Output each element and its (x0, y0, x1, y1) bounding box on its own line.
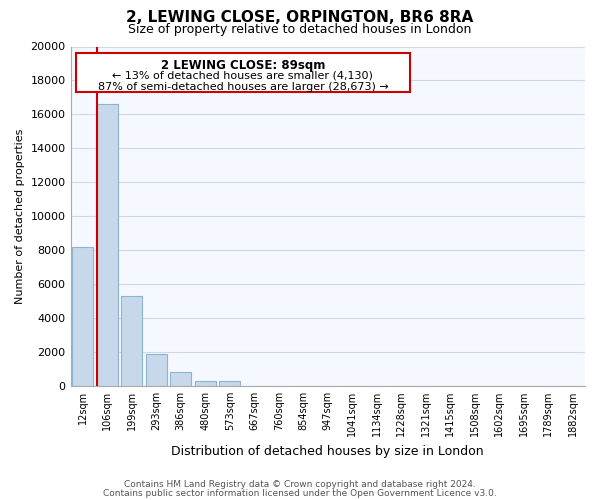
Bar (97, 104, 118, 386)
X-axis label: Distribution of detached houses by size in London: Distribution of detached houses by size … (172, 444, 484, 458)
Text: ← 13% of detached houses are smaller (4,130): ← 13% of detached houses are smaller (4,… (112, 71, 373, 81)
Bar (220, 381, 240, 386)
Text: 87% of semi-detached houses are larger (28,673) →: 87% of semi-detached houses are larger (… (98, 82, 388, 92)
Text: Size of property relative to detached houses in London: Size of property relative to detached ho… (128, 22, 472, 36)
Bar (121, 296, 142, 386)
Text: 2 LEWING CLOSE: 89sqm: 2 LEWING CLOSE: 89sqm (161, 60, 325, 72)
Bar (73, 246, 93, 386)
Text: Contains public sector information licensed under the Open Government Licence v3: Contains public sector information licen… (103, 489, 497, 498)
Bar (195, 380, 215, 386)
Text: Contains HM Land Registry data © Crown copyright and database right 2024.: Contains HM Land Registry data © Crown c… (124, 480, 476, 489)
Bar (146, 354, 167, 386)
FancyBboxPatch shape (76, 54, 410, 92)
Text: 2, LEWING CLOSE, ORPINGTON, BR6 8RA: 2, LEWING CLOSE, ORPINGTON, BR6 8RA (127, 10, 473, 25)
Y-axis label: Number of detached properties: Number of detached properties (15, 128, 25, 304)
Bar (170, 372, 191, 386)
